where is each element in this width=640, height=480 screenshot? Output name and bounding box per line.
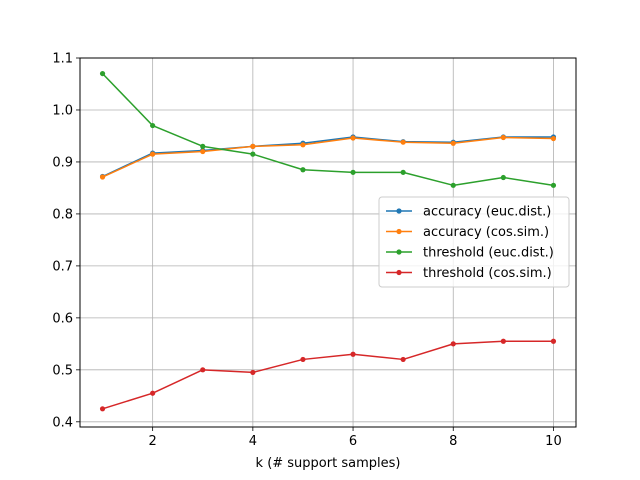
data-point	[500, 174, 506, 181]
legend-item: accuracy (cos.sim.)	[386, 225, 549, 240]
y-tick-label: 0.9	[52, 155, 73, 170]
legend-swatch-marker	[396, 249, 402, 255]
data-point	[200, 367, 206, 373]
data-point	[400, 139, 406, 145]
series-line	[102, 340, 554, 410]
x-tick-label: 8	[449, 434, 457, 449]
data-point	[250, 369, 256, 376]
x-tick-label: 6	[349, 434, 357, 449]
data-point	[150, 390, 156, 396]
data-point	[200, 143, 206, 149]
legend-box	[378, 196, 570, 288]
data-point	[550, 182, 557, 188]
data-point	[350, 169, 356, 175]
data-point	[350, 351, 356, 357]
data-point	[400, 169, 406, 175]
legend-item: threshold (euc.dist.)	[386, 246, 554, 261]
data-point	[450, 140, 456, 146]
axis-ticks: 2 4 6 8 10 0.4 0.5 0.6 0.7 0.8 0.9 1.0 1.1	[52, 52, 561, 450]
legend-label: accuracy (cos.sim.)	[423, 225, 549, 240]
data-point	[99, 406, 106, 412]
y-tick-label: 0.8	[52, 207, 73, 222]
data-point	[500, 134, 506, 141]
data-point	[500, 338, 506, 344]
legend-item: threshold (cos.sim.)	[386, 266, 552, 281]
series-line	[102, 136, 554, 178]
y-tick-label: 0.7	[52, 259, 73, 274]
x-tick-label: 10	[545, 434, 562, 449]
series-line	[102, 73, 554, 187]
data-point	[200, 148, 206, 155]
data-point	[550, 338, 557, 344]
x-tick-label: 2	[149, 434, 157, 449]
legend-swatch-marker	[396, 208, 402, 214]
y-tick-label: 1.1	[52, 52, 73, 67]
data-point	[250, 151, 256, 157]
legend-item: accuracy (euc.dist.)	[386, 205, 551, 220]
legend-label: threshold (euc.dist.)	[423, 246, 554, 261]
data-point	[99, 70, 106, 77]
data-point	[300, 167, 306, 173]
data-point	[250, 143, 256, 149]
data-point	[550, 135, 557, 142]
series-4	[99, 338, 557, 412]
x-axis-label: k (# support samples)	[256, 456, 401, 471]
legend-label: accuracy (euc.dist.)	[423, 205, 551, 220]
y-tick-label: 0.4	[52, 415, 73, 430]
series-2	[99, 134, 557, 180]
data-point	[99, 174, 106, 180]
data-point	[450, 182, 456, 188]
legend-swatch-marker	[396, 228, 402, 235]
series-3	[99, 70, 557, 188]
y-tick-label: 0.6	[52, 311, 73, 326]
y-tick-label: 0.5	[52, 363, 73, 378]
data-point	[400, 356, 406, 363]
data-point	[300, 142, 306, 148]
legend: accuracy (euc.dist.) accuracy (cos.sim.) t…	[378, 196, 570, 288]
data-point	[350, 135, 356, 141]
y-tick-label: 1.0	[52, 103, 73, 118]
data-point	[300, 356, 306, 363]
data-point	[150, 122, 156, 129]
legend-label: threshold (cos.sim.)	[423, 266, 552, 281]
data-point	[150, 151, 156, 157]
data-point	[450, 341, 456, 347]
series-lines	[99, 70, 557, 412]
x-tick-label: 4	[249, 434, 257, 449]
series-line	[102, 136, 554, 178]
plot-frame	[79, 57, 577, 428]
legend-swatch-marker	[396, 269, 402, 276]
